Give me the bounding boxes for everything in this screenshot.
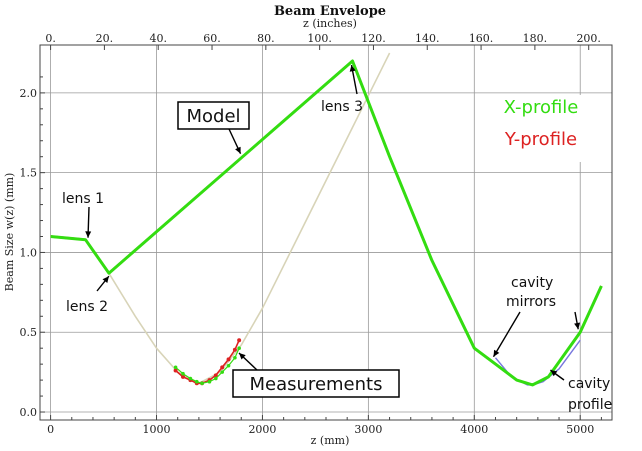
cavity-mirror-right-arrow-head	[574, 322, 581, 330]
legend-entry: X-profile	[504, 97, 579, 118]
cavity-mirrors-label-2: mirrors	[506, 294, 556, 310]
x-measurement-point	[181, 371, 185, 376]
x-measurement-point	[173, 365, 178, 370]
y-tick-label: 0.5	[20, 326, 38, 339]
chart-title: Beam Envelope	[274, 4, 386, 19]
top-tick-label: 0.	[45, 32, 56, 45]
cavity-profile-label-2: profile	[568, 397, 612, 413]
x-tick-label: 3000	[354, 423, 382, 436]
y-measurement-point	[232, 347, 237, 352]
model-arrow-head	[235, 146, 241, 154]
y-measurement-point	[237, 338, 242, 343]
x-profile-line	[50, 59, 603, 387]
measurements-box	[232, 369, 400, 398]
model-box	[177, 101, 250, 130]
x-axis-title: z (mm)	[311, 434, 350, 447]
lens3-arrow-head	[349, 65, 356, 72]
legend-box	[493, 95, 590, 162]
x-tick-label: 1000	[143, 423, 171, 436]
legend: X-profile Y-profile	[493, 95, 590, 162]
y-measurement-point	[181, 374, 185, 379]
cavity-mirrors-label-1: cavity	[511, 275, 553, 291]
top-tick-label: 120.	[361, 32, 386, 45]
lens2-label: lens 2	[66, 299, 108, 315]
top-tick-label: 200.	[576, 32, 601, 45]
plot-frame	[39, 44, 613, 421]
top-tick-label: 80.	[257, 32, 275, 45]
lens1-arrow-head	[85, 231, 92, 238]
top-tick-label: 160.	[469, 32, 494, 45]
y-tick-label: 1.0	[20, 246, 38, 259]
y-tick-label: 2.0	[20, 87, 38, 100]
y-measurement-point	[226, 357, 231, 362]
y-tick-label: 1.5	[20, 167, 38, 180]
cavity-mirror-left-arrow-shaft	[492, 311, 521, 358]
top-tick-label: 60.	[203, 32, 221, 45]
y-axis-title: Beam Size w(z) (mm)	[3, 173, 16, 292]
x-measurement-point	[226, 363, 231, 368]
y-measurement-point	[220, 365, 225, 370]
x-measurement-point	[200, 381, 204, 386]
lens1-label: lens 1	[62, 191, 104, 207]
legend-entry: Y-profile	[504, 129, 577, 150]
top-tick-label: 180.	[523, 32, 548, 45]
measurements-arrow-head	[239, 353, 246, 360]
x-measurement-point	[237, 346, 241, 350]
y-measurement-point	[213, 373, 218, 378]
lens2-arrow-head	[102, 276, 109, 283]
x-measurement-point	[220, 370, 224, 374]
tick-labels: 0 1000 2000 3000 4000 5000 0.0 0.5 1.0 1.5 2.0 0. 20…	[20, 32, 601, 436]
annotations: lens 1 lens 2 lens 3 Model Measurements cavit…	[62, 64, 612, 413]
cavity-profile-arrow-head	[550, 370, 558, 377]
lens3-label: lens 3	[321, 99, 363, 115]
x-tick-label: 2000	[248, 423, 276, 436]
x-measurement-point	[188, 376, 193, 381]
top-axis-title: z (inches)	[303, 17, 357, 30]
x-measurement-point	[214, 376, 218, 381]
top-tick-label: 140.	[415, 32, 440, 45]
x-tick-label: 4000	[460, 423, 488, 436]
curves	[50, 52, 603, 387]
cavity-mirror-left-arrow-head	[493, 349, 500, 357]
x-tick-label: 5000	[566, 423, 594, 436]
top-tick-label: 100.	[307, 32, 332, 45]
measurements-label: Measurements	[250, 374, 383, 395]
y-tick-label: 0.0	[20, 406, 38, 419]
x-tick-label: 0	[47, 423, 54, 436]
free-space-curve	[108, 52, 391, 385]
y-measurement-point	[173, 368, 178, 373]
x-measurement-point	[207, 379, 212, 384]
grid	[40, 45, 612, 420]
x-measurement-point	[194, 379, 199, 384]
top-tick-label: 40.	[149, 32, 167, 45]
cavity-profile-label-1: cavity	[568, 376, 610, 392]
model-label: Model	[186, 106, 240, 127]
x-measurement-point	[233, 355, 237, 360]
top-tick-label: 20.	[96, 32, 114, 45]
